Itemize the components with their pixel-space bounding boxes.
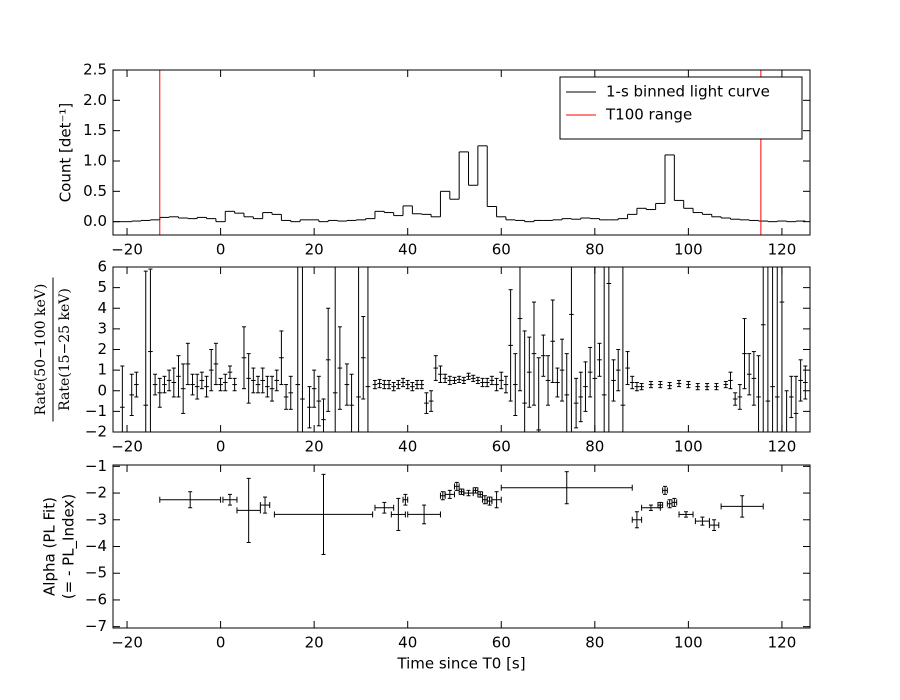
y-tick-label: 0.5 [83, 182, 107, 200]
axes-frame [112, 464, 811, 629]
y-tick-label: −2 [85, 484, 107, 502]
y-tick-label: −4 [85, 537, 107, 555]
x-tick-label: 100 [674, 438, 703, 456]
y-tick-label: 1.5 [83, 121, 107, 139]
x-tick-label: −20 [111, 241, 143, 259]
x-tick-label: 120 [768, 241, 797, 259]
x-tick-label: −20 [111, 438, 143, 456]
x-tick-label: 20 [305, 241, 324, 259]
x-tick-label: 0 [216, 634, 226, 652]
x-tick-label: −20 [111, 634, 143, 652]
y-axis-label: Count [det⁻¹] [57, 103, 75, 203]
y-axis-label-numerator: Rate(50−100 keV) [33, 284, 49, 416]
plot-area [113, 70, 806, 235]
axes-frame [112, 266, 811, 433]
y-tick-label: −2 [85, 423, 107, 441]
y-tick-label: −6 [85, 590, 107, 608]
y-tick-label: −7 [85, 617, 107, 635]
y-tick-label: 2.0 [83, 91, 107, 109]
x-tick-label: 120 [768, 438, 797, 456]
y-tick-label: 3 [97, 319, 107, 337]
x-tick-label: 0 [216, 438, 226, 456]
x-tick-label: 60 [492, 241, 511, 259]
x-tick-label: 120 [768, 634, 797, 652]
x-tick-label: 0 [216, 241, 226, 259]
x-tick-label: 100 [674, 241, 703, 259]
x-tick-label: 80 [585, 634, 604, 652]
y-tick-label: 2 [97, 340, 107, 358]
legend-label: T100 range [605, 106, 692, 124]
x-tick-label: 60 [492, 438, 511, 456]
x-tick-label: 20 [305, 634, 324, 652]
y-tick-label: 4 [97, 299, 107, 317]
y-tick-label: −5 [85, 564, 107, 582]
y-tick-label: 2.5 [83, 61, 107, 79]
legend-label: 1-s binned light curve [606, 83, 770, 101]
y-tick-label: 1.0 [83, 151, 107, 169]
x-tick-label: 40 [398, 438, 417, 456]
axes-frame [112, 69, 811, 236]
y-tick-label: −1 [85, 402, 107, 420]
y-tick-label: 1 [97, 361, 107, 379]
y-tick-label: 5 [97, 278, 107, 296]
x-tick-label: 80 [585, 438, 604, 456]
y-axis-label: Alpha (PL Fit) [41, 497, 59, 596]
x-tick-label: 40 [398, 634, 417, 652]
x-tick-label: 20 [305, 438, 324, 456]
x-axis-label: Time since T0 [s] [396, 655, 525, 673]
y-tick-label: 0.0 [83, 212, 107, 230]
plot-area [159, 471, 764, 556]
x-tick-label: 80 [585, 241, 604, 259]
x-tick-label: 60 [492, 634, 511, 652]
x-tick-label: 40 [398, 241, 417, 259]
plot-area [120, 267, 808, 432]
x-tick-label: 100 [674, 634, 703, 652]
y-tick-label: −1 [85, 457, 107, 475]
y-tick-label: 0 [97, 381, 107, 399]
y-tick-label: −3 [85, 510, 107, 528]
legend-box [559, 76, 803, 140]
y-axis-label: (= - PL_Index) [60, 494, 79, 599]
y-tick-label: 6 [97, 258, 107, 276]
y-axis-label-denominator: Rate(15−25 keV) [57, 288, 73, 411]
